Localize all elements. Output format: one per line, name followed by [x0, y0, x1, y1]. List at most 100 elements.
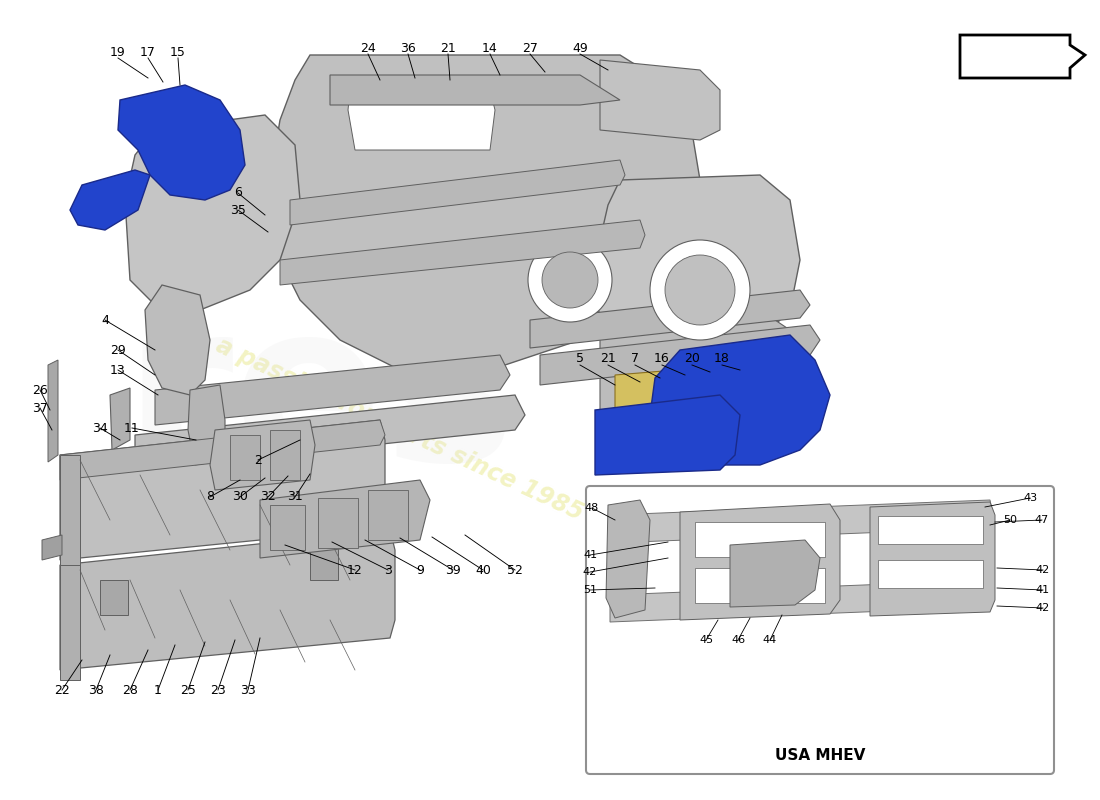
Polygon shape: [210, 420, 315, 490]
Text: 21: 21: [440, 42, 455, 54]
Text: 32: 32: [260, 490, 276, 503]
Polygon shape: [290, 160, 625, 225]
Polygon shape: [348, 90, 495, 150]
Text: 18: 18: [714, 351, 730, 365]
Text: 2: 2: [254, 454, 262, 466]
Text: 39: 39: [446, 563, 461, 577]
Bar: [695, 522, 825, 557]
Polygon shape: [540, 325, 820, 385]
Text: 31: 31: [287, 490, 303, 503]
Text: a passion for parts since 1985: a passion for parts since 1985: [212, 333, 587, 525]
Polygon shape: [118, 85, 245, 200]
Text: 7: 7: [631, 351, 639, 365]
Circle shape: [666, 255, 735, 325]
Polygon shape: [110, 388, 130, 450]
Polygon shape: [125, 115, 300, 310]
Text: 52: 52: [507, 563, 522, 577]
Text: 26: 26: [32, 383, 48, 397]
Text: 12: 12: [348, 563, 363, 577]
Bar: [230, 435, 260, 480]
Text: 34: 34: [92, 422, 108, 434]
Text: 36: 36: [400, 42, 416, 54]
Text: res: res: [123, 293, 516, 507]
Circle shape: [650, 240, 750, 340]
Polygon shape: [260, 480, 430, 558]
Text: 42: 42: [1036, 603, 1050, 613]
Text: 15: 15: [170, 46, 186, 58]
Polygon shape: [960, 35, 1085, 78]
Polygon shape: [270, 55, 700, 370]
FancyBboxPatch shape: [586, 486, 1054, 774]
Text: USA MHEV: USA MHEV: [774, 749, 866, 763]
Polygon shape: [60, 455, 80, 575]
Bar: [100, 580, 128, 615]
Text: 25: 25: [180, 683, 196, 697]
Text: 21: 21: [601, 351, 616, 365]
Text: 47: 47: [1035, 515, 1049, 525]
Text: 4: 4: [101, 314, 109, 326]
Text: 8: 8: [206, 490, 214, 503]
Bar: [368, 490, 408, 540]
Text: 28: 28: [122, 683, 138, 697]
Polygon shape: [48, 360, 58, 462]
Polygon shape: [135, 395, 525, 470]
Polygon shape: [600, 60, 720, 140]
Text: 40: 40: [475, 563, 491, 577]
Text: 5: 5: [576, 351, 584, 365]
Text: 46: 46: [730, 635, 745, 645]
Bar: [270, 505, 305, 550]
Text: 6: 6: [234, 186, 242, 199]
Text: 42: 42: [583, 567, 597, 577]
Text: 50: 50: [1003, 515, 1018, 525]
Text: 29: 29: [110, 343, 125, 357]
Polygon shape: [60, 420, 385, 560]
Text: 23: 23: [210, 683, 225, 697]
Text: 1: 1: [154, 683, 162, 697]
Polygon shape: [730, 540, 820, 607]
Text: 13: 13: [110, 363, 125, 377]
Text: 43: 43: [1023, 493, 1037, 503]
Polygon shape: [606, 500, 650, 618]
Polygon shape: [595, 175, 800, 365]
Circle shape: [542, 252, 598, 308]
Text: 24: 24: [360, 42, 376, 54]
Text: 51: 51: [583, 585, 597, 595]
Bar: [318, 498, 358, 548]
Text: 16: 16: [654, 351, 670, 365]
Polygon shape: [530, 290, 810, 348]
Text: 3: 3: [384, 563, 392, 577]
Text: 27: 27: [522, 42, 538, 54]
Text: 41: 41: [583, 550, 597, 560]
Text: 30: 30: [232, 490, 248, 503]
Polygon shape: [870, 502, 996, 616]
Polygon shape: [600, 310, 790, 410]
Text: 48: 48: [585, 503, 600, 513]
Text: 49: 49: [572, 42, 587, 54]
Text: 38: 38: [88, 683, 103, 697]
Polygon shape: [615, 368, 715, 430]
Text: 41: 41: [1036, 585, 1050, 595]
Text: 19: 19: [110, 46, 125, 58]
Text: 14: 14: [482, 42, 498, 54]
Text: 22: 22: [54, 683, 70, 697]
Bar: [310, 545, 338, 580]
Bar: [878, 516, 983, 544]
Polygon shape: [70, 170, 150, 230]
Text: 44: 44: [763, 635, 777, 645]
Polygon shape: [280, 220, 645, 285]
Text: 11: 11: [124, 422, 140, 434]
Bar: [270, 430, 300, 480]
Polygon shape: [155, 355, 510, 425]
Polygon shape: [60, 420, 385, 480]
Text: 35: 35: [230, 203, 246, 217]
Text: 20: 20: [684, 351, 700, 365]
Bar: [878, 560, 983, 588]
Text: 37: 37: [32, 402, 48, 414]
Circle shape: [528, 238, 612, 322]
Polygon shape: [330, 75, 620, 105]
Text: 42: 42: [1036, 565, 1050, 575]
Polygon shape: [595, 395, 740, 475]
Text: 33: 33: [240, 683, 256, 697]
Polygon shape: [60, 565, 80, 680]
Text: 45: 45: [698, 635, 713, 645]
